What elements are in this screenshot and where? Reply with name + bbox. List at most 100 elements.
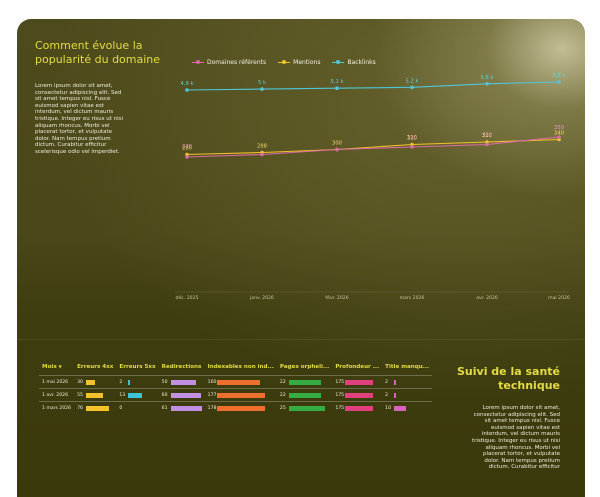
cell-value: 61 [161,405,168,411]
cell-value: 10 [385,405,391,411]
cell-data-bar [394,379,397,385]
metric-cell-profondeur: 175 [332,401,383,414]
month-cell: 1 mars 2026 [39,401,75,414]
series-line-domaines-referents [186,136,560,158]
data-label-mentions: 300 [332,141,342,147]
legend-item-domaines-referents[interactable]: Domaines référents [192,59,266,66]
cell-data-bar [394,405,407,411]
data-label-backlinks: 5,1 k [331,79,344,85]
sort-desc-icon[interactable]: ▼ [58,364,62,369]
cell-value: 22 [279,392,286,398]
cell-data-bar [288,392,321,398]
data-point-backlinks[interactable] [410,85,414,90]
column-header-pages-orpheli[interactable]: Pages orpheli... [277,362,332,376]
data-label-backlinks: 5 k [258,80,266,86]
data-point-domaines-referents[interactable] [335,147,339,152]
column-header-redirections[interactable]: Redirections [159,362,205,376]
data-point-domaines-referents[interactable] [260,152,264,157]
legend-label: Backlinks [347,58,376,66]
cell-data-bar [86,392,104,398]
cell-data-bar [128,379,131,385]
data-point-domaines-referents[interactable] [557,135,561,139]
table-body: 1 mai 2026 30 2 50 160 22 175 2 1 avr. 2026 55 13 6… [39,375,433,414]
data-label-mentions: 340 [554,131,564,137]
metric-cell-pages-orpheli: 22 [276,375,333,389]
data-label-domaines-referents: 350 [554,125,564,131]
data-point-domaines-referents[interactable] [410,145,414,149]
legend-swatch [332,59,345,65]
cell-value: 175 [335,405,345,411]
cell-value: 178 [207,405,217,411]
cell-value: 2 [385,392,389,398]
column-header-indexables-non-ind[interactable]: Indexables non ind... [205,362,277,376]
cell-value: 2 [119,379,123,385]
metric-cell-erreurs-4xx: 55 [74,388,117,402]
metric-cell-indexables-non-ind: 160 [204,375,277,389]
data-label-backlinks: 5,6 k [481,75,494,81]
data-point-backlinks[interactable] [335,86,339,91]
table-row[interactable]: 1 avr. 2026 55 13 60 177 22 175 2 [39,388,433,402]
metric-cell-erreurs-5xx: 2 [116,375,159,389]
legend-item-mentions[interactable]: Mentions [278,59,320,66]
data-label-domaines-referents: 270 [182,144,192,150]
popularity-description: Lorem ipsum dolor sit amet, consectetur … [35,83,124,155]
metric-cell-profondeur: 175 [332,388,383,402]
chart-legend: Domaines référents Mentions Backlinks [192,57,388,67]
data-label-mentions: 288 [257,144,267,150]
metric-cell-title-manqu: 2 [382,388,433,402]
health-title: Suivi de la santé technique [457,365,561,392]
cell-data-bar [170,405,202,411]
cell-data-bar [217,392,266,398]
data-point-backlinks[interactable] [260,87,264,91]
data-point-mentions[interactable] [185,152,189,157]
data-point-backlinks[interactable] [185,88,189,92]
cell-data-bar [170,379,196,385]
cell-value: 25 [279,405,286,411]
metric-cell-pages-orpheli: 25 [276,401,333,414]
data-point-mentions[interactable] [485,140,489,144]
dashboard-frame: Comment évolue la popularité du domaine … [17,19,585,497]
data-point-backlinks[interactable] [485,81,489,86]
cell-data-bar [288,379,321,385]
data-label-backlinks: 5,8 k [553,73,566,79]
x-tick-label: févr. 2026 [325,294,348,301]
cell-data-bar [394,392,397,398]
column-header-profondeur[interactable]: Profondeur ... [332,362,382,376]
data-point-backlinks[interactable] [557,80,561,84]
cell-data-bar [86,405,110,411]
x-tick-label: mai 2026 [548,295,570,301]
cell-data-bar [345,392,374,398]
cell-value: 60 [161,392,168,398]
cell-value: 22 [279,379,286,385]
metric-cell-title-manqu: 10 [382,401,433,414]
column-header-erreurs-5xx[interactable]: Erreurs 5xx [116,362,158,376]
metric-cell-pages-orpheli: 22 [276,388,333,402]
data-point-mentions[interactable] [557,137,561,142]
column-header-mois[interactable]: Mois ▼ [39,362,74,376]
month-cell: 1 avr. 2026 [39,388,75,402]
legend-item-backlinks[interactable]: Backlinks [332,58,376,66]
column-header-erreurs-4xx[interactable]: Erreurs 4xx [74,362,116,376]
cell-data-bar [217,379,261,385]
data-label-domaines-referents: 320 [482,133,492,139]
health-description: Lorem ipsum dolor sit amet, consectetur … [471,405,560,471]
column-header-label: Redirections [161,364,202,370]
metric-cell-redirections: 60 [158,388,205,402]
cell-value: 55 [77,392,83,398]
data-label-mentions: 330 [482,133,492,139]
column-header-label: Profondeur ... [335,364,380,370]
legend-swatch [278,59,291,65]
table-row[interactable]: 1 mai 2026 30 2 50 160 22 175 2 [39,375,433,389]
column-header-label: Erreurs 5xx [119,364,156,370]
data-point-domaines-referents[interactable] [185,155,189,159]
data-label-backlinks: 5,2 k [406,78,419,84]
column-header-title-manqu[interactable]: Title manqu... [382,362,432,376]
data-point-domaines-referents[interactable] [485,142,489,147]
data-point-mentions[interactable] [410,142,414,147]
metric-cell-redirections: 61 [158,401,205,414]
cell-value: 30 [77,379,83,385]
column-header-label: Mois [42,364,57,370]
series-line-mentions [186,138,560,156]
table-row[interactable]: 1 mars 2026 76 0 61 178 25 175 10 [39,401,433,414]
column-header-label: Indexables non ind... [207,364,274,370]
